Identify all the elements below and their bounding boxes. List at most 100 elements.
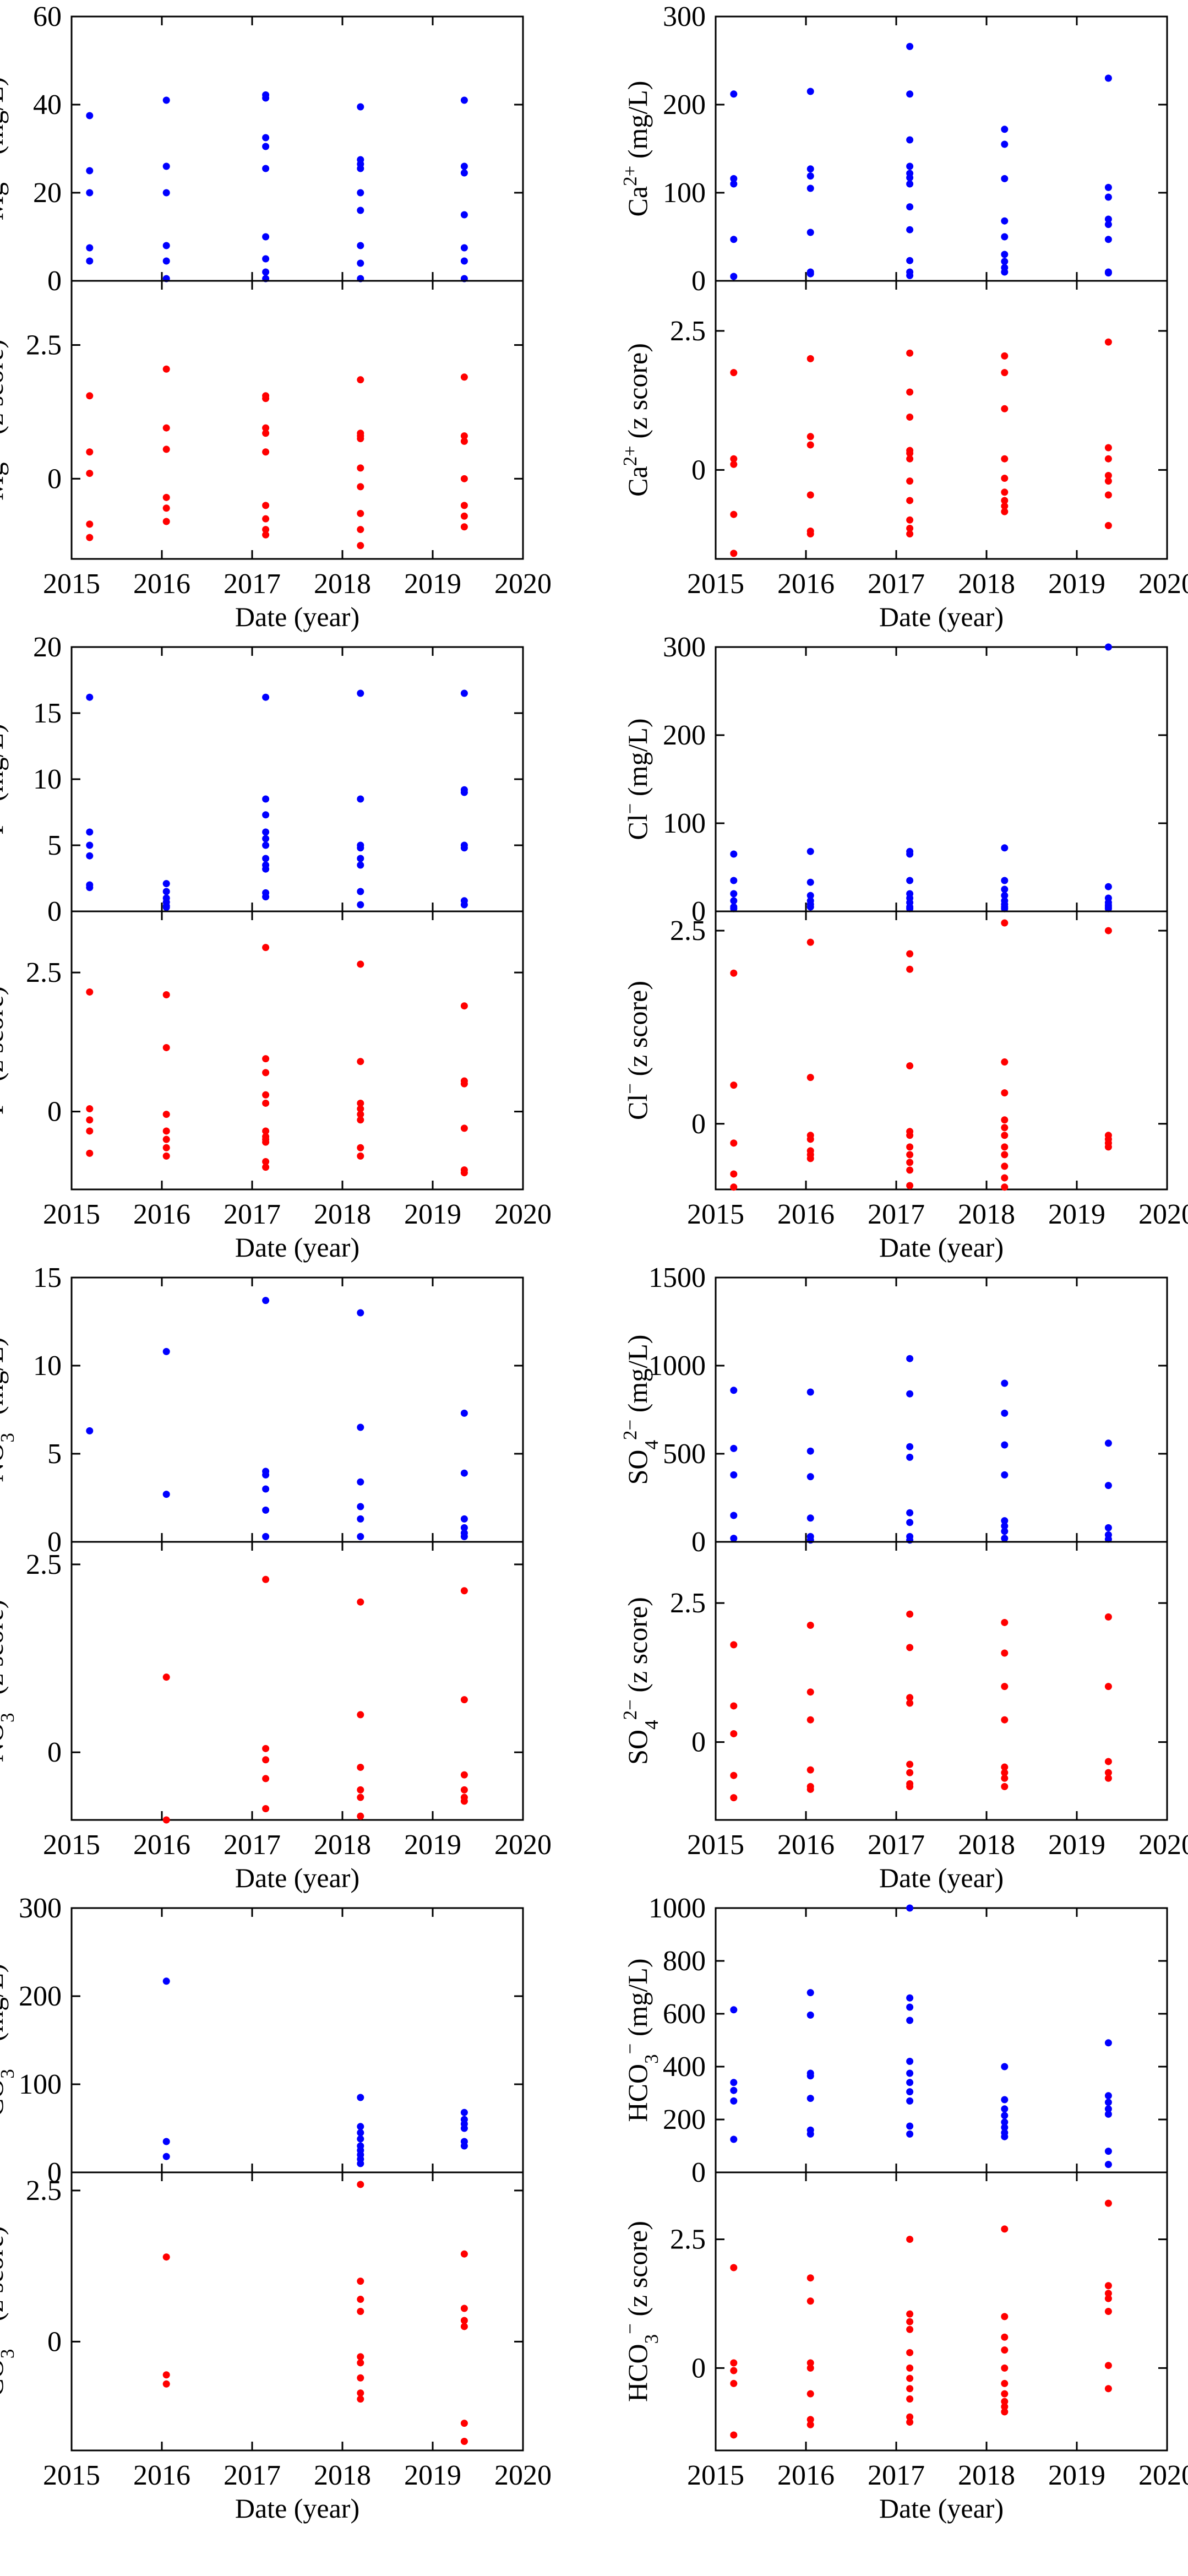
ca-top-point — [906, 226, 914, 233]
hco3-top-point — [906, 2097, 914, 2105]
co3-top-ytick-label: 0 — [47, 2157, 62, 2188]
f-top-point — [86, 884, 94, 892]
f-top-point — [460, 844, 468, 852]
ca-bottom-point — [906, 516, 914, 524]
ca-top-point — [906, 203, 914, 211]
f-top-point — [357, 844, 364, 852]
cl-bottom-point — [1001, 1162, 1009, 1170]
mg-bottom-point — [262, 430, 270, 437]
co3-bottom-point — [460, 2420, 468, 2427]
mg-bottom-point — [357, 526, 364, 534]
cl-bottom-point — [730, 969, 738, 977]
so4-bottom-frame — [715, 1541, 1168, 1821]
ca-bottom-point — [806, 491, 814, 499]
co3-top-point — [357, 2094, 364, 2101]
hco3-top-point — [1104, 2148, 1112, 2155]
mg-xtick-label: 2015 — [43, 568, 100, 600]
no3-bottom-point — [357, 1598, 364, 1606]
no3-xlabel: Date (year) — [235, 1862, 359, 1893]
f-bottom-point — [460, 1169, 468, 1177]
ca-bottom-point — [1104, 444, 1112, 452]
cl-bottom-point — [1001, 1151, 1009, 1159]
mg-top-point — [86, 167, 94, 175]
ca-bottom-point — [906, 449, 914, 457]
f-bottom-point — [162, 1127, 170, 1135]
cl-bottom-point — [730, 1170, 738, 1178]
mg-bottom-point — [86, 448, 94, 456]
f-bottom-point — [262, 1055, 270, 1063]
f-top-point — [262, 693, 270, 701]
f-bottom-point — [86, 1105, 94, 1113]
f-bottom-point — [162, 991, 170, 998]
so4-top-point — [1001, 1379, 1009, 1387]
ca-top-point — [906, 180, 914, 188]
cl-top-ytick-label: 100 — [663, 808, 706, 839]
hco3-bottom-point — [906, 2349, 914, 2356]
co3-top-point — [460, 2108, 468, 2116]
f-top-point — [357, 795, 364, 803]
co3-top-frame — [70, 1907, 524, 2173]
co3-bottom-point — [357, 2181, 364, 2188]
co3-bottom-point — [357, 2308, 364, 2315]
so4-top-point — [906, 1509, 914, 1517]
no3-xtick-label: 2017 — [224, 1829, 281, 1861]
hco3-top-point — [806, 2072, 814, 2080]
ca-top-frame — [715, 15, 1168, 282]
ca-bottom-point — [906, 413, 914, 421]
mg-bottom-frame — [70, 280, 524, 560]
hco3-bottom-point — [1001, 2408, 1009, 2416]
ca-top-point — [906, 136, 914, 144]
ca-top-point — [1001, 268, 1009, 276]
mg-top-point — [86, 112, 94, 119]
ca-xtick-label: 2019 — [1048, 568, 1105, 600]
hco3-top-point — [730, 2097, 738, 2105]
cl-top-point — [806, 847, 814, 855]
so4-top-point — [730, 1535, 738, 1542]
f-top-point — [357, 689, 364, 697]
no3-bottom-point — [162, 1673, 170, 1681]
ca-top-point — [730, 175, 738, 182]
so4-bottom-point — [906, 1782, 914, 1790]
so4-bottom-point — [1001, 1683, 1009, 1691]
co3-top-point — [357, 2135, 364, 2143]
mg-top-point — [262, 134, 270, 142]
co3-top-point — [357, 2123, 364, 2131]
so4-top-point — [906, 1443, 914, 1450]
f-bottom-point — [460, 1002, 468, 1010]
ca-bottom-point — [730, 510, 738, 518]
mg-bottom-point — [86, 534, 94, 541]
so4-top-ytick-label: 1000 — [649, 1350, 706, 1382]
ca-bottom-point — [1104, 472, 1112, 479]
hco3-bottom-ytick-label: 0 — [691, 2352, 706, 2384]
mg-top-point — [357, 206, 364, 214]
so4-top-point — [1104, 1524, 1112, 1531]
co3-top-ytick-label: 100 — [19, 2069, 62, 2100]
ca-top-point — [1001, 126, 1009, 133]
mg-bottom-point — [162, 504, 170, 512]
hco3-bottom-point — [806, 2390, 814, 2398]
hco3-bottom-point — [730, 2379, 738, 2387]
no3-bottom-point — [162, 1816, 170, 1824]
f-top-ylabel: F− (mg/L) — [0, 724, 9, 835]
so4-top-ytick-label: 1500 — [649, 1262, 706, 1294]
hco3-xlabel: Date (year) — [879, 2493, 1004, 2524]
no3-bottom-point — [357, 1812, 364, 1820]
mg-top-ytick-label: 40 — [33, 89, 62, 121]
mg-bottom-point — [262, 531, 270, 539]
mg-top-point — [262, 233, 270, 241]
co3-top-ylabel: CO32− (mg/L) — [0, 1964, 18, 2117]
mg-bottom-point — [460, 523, 468, 531]
f-bottom-point — [460, 1124, 468, 1132]
mg-top-point — [86, 189, 94, 197]
ca-bottom-point — [1001, 502, 1009, 510]
f-top-point — [86, 841, 94, 849]
so4-xlabel: Date (year) — [879, 1862, 1004, 1893]
ca-top-point — [906, 174, 914, 182]
so4-top-frame — [715, 1276, 1168, 1543]
so4-top-point — [1001, 1471, 1009, 1479]
f-bottom-point — [162, 1044, 170, 1051]
co3-bottom-point — [162, 2253, 170, 2261]
no3-top-point — [357, 1423, 364, 1431]
mg-bottom-point — [357, 464, 364, 472]
no3-bottom-point — [262, 1775, 270, 1782]
